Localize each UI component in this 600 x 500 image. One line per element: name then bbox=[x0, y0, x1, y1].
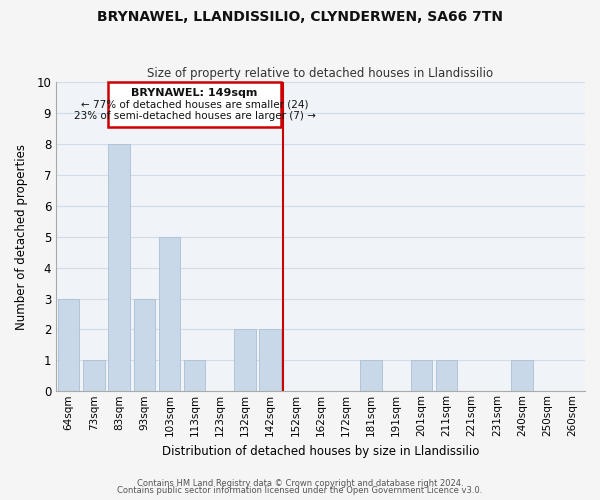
Bar bbox=[234, 330, 256, 392]
Y-axis label: Number of detached properties: Number of detached properties bbox=[15, 144, 28, 330]
Bar bbox=[410, 360, 432, 392]
Bar bbox=[511, 360, 533, 392]
FancyBboxPatch shape bbox=[108, 82, 281, 127]
Bar bbox=[58, 298, 79, 392]
Bar bbox=[184, 360, 205, 392]
Text: Contains HM Land Registry data © Crown copyright and database right 2024.: Contains HM Land Registry data © Crown c… bbox=[137, 478, 463, 488]
X-axis label: Distribution of detached houses by size in Llandissilio: Distribution of detached houses by size … bbox=[162, 444, 479, 458]
Bar bbox=[109, 144, 130, 392]
Text: BRYNAWEL, LLANDISSILIO, CLYNDERWEN, SA66 7TN: BRYNAWEL, LLANDISSILIO, CLYNDERWEN, SA66… bbox=[97, 10, 503, 24]
Bar bbox=[159, 236, 180, 392]
Bar bbox=[259, 330, 281, 392]
Bar bbox=[436, 360, 457, 392]
Text: BRYNAWEL: 149sqm: BRYNAWEL: 149sqm bbox=[131, 88, 258, 98]
Bar bbox=[360, 360, 382, 392]
Text: Contains public sector information licensed under the Open Government Licence v3: Contains public sector information licen… bbox=[118, 486, 482, 495]
Text: 23% of semi-detached houses are larger (7) →: 23% of semi-detached houses are larger (… bbox=[74, 111, 316, 121]
Bar bbox=[134, 298, 155, 392]
Text: ← 77% of detached houses are smaller (24): ← 77% of detached houses are smaller (24… bbox=[81, 99, 308, 109]
Title: Size of property relative to detached houses in Llandissilio: Size of property relative to detached ho… bbox=[148, 66, 494, 80]
Bar bbox=[83, 360, 104, 392]
